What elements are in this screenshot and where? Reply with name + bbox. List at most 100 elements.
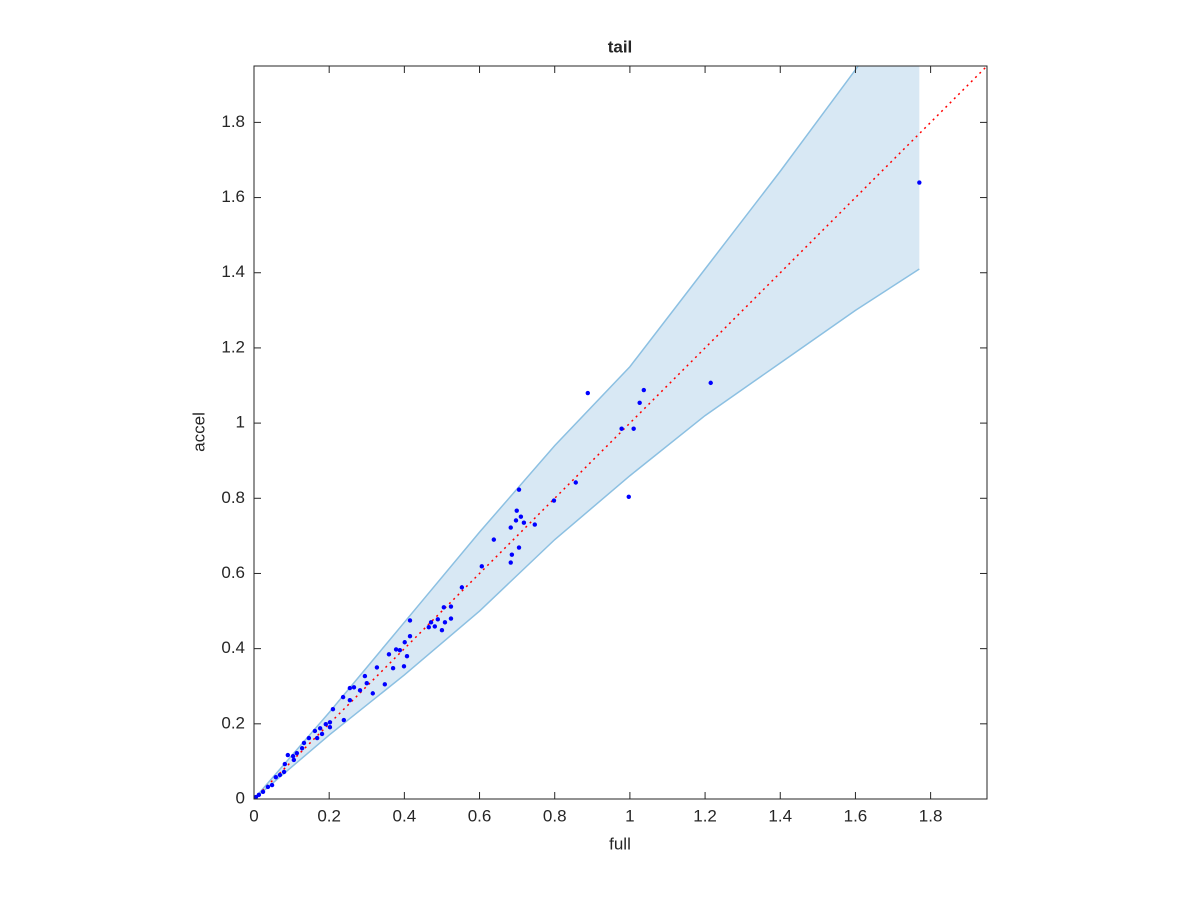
x-tick-label: 1.4 <box>768 806 792 825</box>
scatter-point <box>254 794 259 799</box>
scatter-point <box>330 706 336 712</box>
scatter-point <box>491 537 497 542</box>
y-tick-label: 0.8 <box>221 488 245 507</box>
y-tick-label: 1 <box>236 413 245 432</box>
x-axis-label: full <box>609 834 631 853</box>
scatter-point <box>314 735 320 741</box>
scatter-point <box>509 552 515 557</box>
x-tick-label: 0.8 <box>543 806 567 825</box>
scatter-point <box>397 647 403 653</box>
scatter-point <box>448 616 454 621</box>
x-tick-label: 0.2 <box>317 806 341 825</box>
scatter-point <box>479 564 484 569</box>
scatter-point <box>260 789 266 795</box>
scatter-point <box>299 746 305 751</box>
y-tick-label: 0.4 <box>221 638 245 657</box>
scatter-point <box>362 673 368 679</box>
plot-area <box>254 66 987 799</box>
scatter-point <box>514 508 519 513</box>
scatter-point <box>442 620 448 625</box>
scatter-point <box>294 750 300 756</box>
scatter-point <box>573 480 578 485</box>
scatter-point <box>301 740 307 746</box>
scatter-point <box>327 720 333 725</box>
y-tick-label: 0.2 <box>221 713 245 732</box>
scatter-point <box>341 717 347 723</box>
scatter-point <box>459 585 465 590</box>
y-tick-label: 0.6 <box>221 563 245 582</box>
scatter-point <box>637 400 642 406</box>
scatter-point <box>277 772 283 778</box>
x-tick-label: 1 <box>625 806 634 825</box>
scatter-point <box>273 774 279 780</box>
scatter-point <box>428 620 434 625</box>
scatter-point <box>708 380 713 386</box>
x-tick-label: 0.4 <box>393 806 417 825</box>
scatter-point <box>448 604 454 609</box>
scatter-point <box>269 782 275 788</box>
scatter-point <box>532 522 537 527</box>
y-tick-label: 1.2 <box>221 337 245 356</box>
y-tick-label: 1.6 <box>221 187 245 206</box>
x-tick-label: 1.6 <box>844 806 868 825</box>
scatter-point <box>291 757 297 763</box>
y-axis-label: accel <box>189 412 208 452</box>
axes-box <box>253 65 988 800</box>
scatter-point <box>347 697 353 703</box>
scatter-point <box>426 625 431 630</box>
scatter-point <box>626 494 631 499</box>
scatter-point <box>407 618 413 623</box>
scatter-point <box>382 682 388 687</box>
scatter-point <box>641 387 647 393</box>
confidence-band <box>254 66 920 799</box>
scatter-point <box>516 545 522 550</box>
scatter-point <box>390 665 396 671</box>
scatter-point <box>917 180 922 185</box>
y-tick-label: 0 <box>236 788 245 807</box>
scatter-point <box>347 685 353 691</box>
scatter-point <box>432 624 438 629</box>
scatter-point <box>551 498 557 503</box>
scatter-point <box>404 653 410 659</box>
scatter-point <box>265 784 271 790</box>
scatter-point <box>290 753 296 759</box>
scatter-point <box>340 694 346 700</box>
scatter-point <box>401 664 407 669</box>
chart-title: tail <box>608 37 633 56</box>
x-tick-label: 0 <box>249 806 258 825</box>
scatter-point <box>435 617 441 622</box>
scatter-point <box>374 665 380 670</box>
scatter-point <box>585 390 590 396</box>
scatter-point <box>439 628 445 633</box>
y-tick-label: 1.8 <box>221 112 245 131</box>
scatter-point <box>317 726 323 731</box>
scatter-point <box>518 514 524 519</box>
scatter-point <box>281 769 287 775</box>
x-tick-label: 1.2 <box>693 806 717 825</box>
scatter-point <box>393 647 399 652</box>
scatter-point <box>508 560 513 565</box>
scatter-point <box>351 685 357 690</box>
scatter-point <box>631 426 636 431</box>
scatter-point <box>319 731 325 737</box>
scatter-point <box>306 735 312 741</box>
scatter-point <box>513 518 519 523</box>
x-tick-label: 0.6 <box>468 806 492 825</box>
scatter-point <box>402 640 407 645</box>
y-tick-label: 1.4 <box>221 262 245 281</box>
band-upper-edge <box>254 66 860 799</box>
scatter-point <box>282 761 288 767</box>
scatter-point <box>323 721 328 727</box>
band-lower-edge <box>254 268 920 799</box>
scatter-point <box>516 487 522 492</box>
scatter-point <box>521 520 527 525</box>
scatter-point <box>285 752 291 758</box>
scatter-point <box>312 728 318 734</box>
scatter-point <box>441 605 447 610</box>
scatter-point <box>370 691 375 696</box>
scatter-point <box>407 634 413 639</box>
x-tick-label: 1.8 <box>919 806 943 825</box>
scatter-point <box>386 652 392 657</box>
scatter-point <box>357 688 363 693</box>
